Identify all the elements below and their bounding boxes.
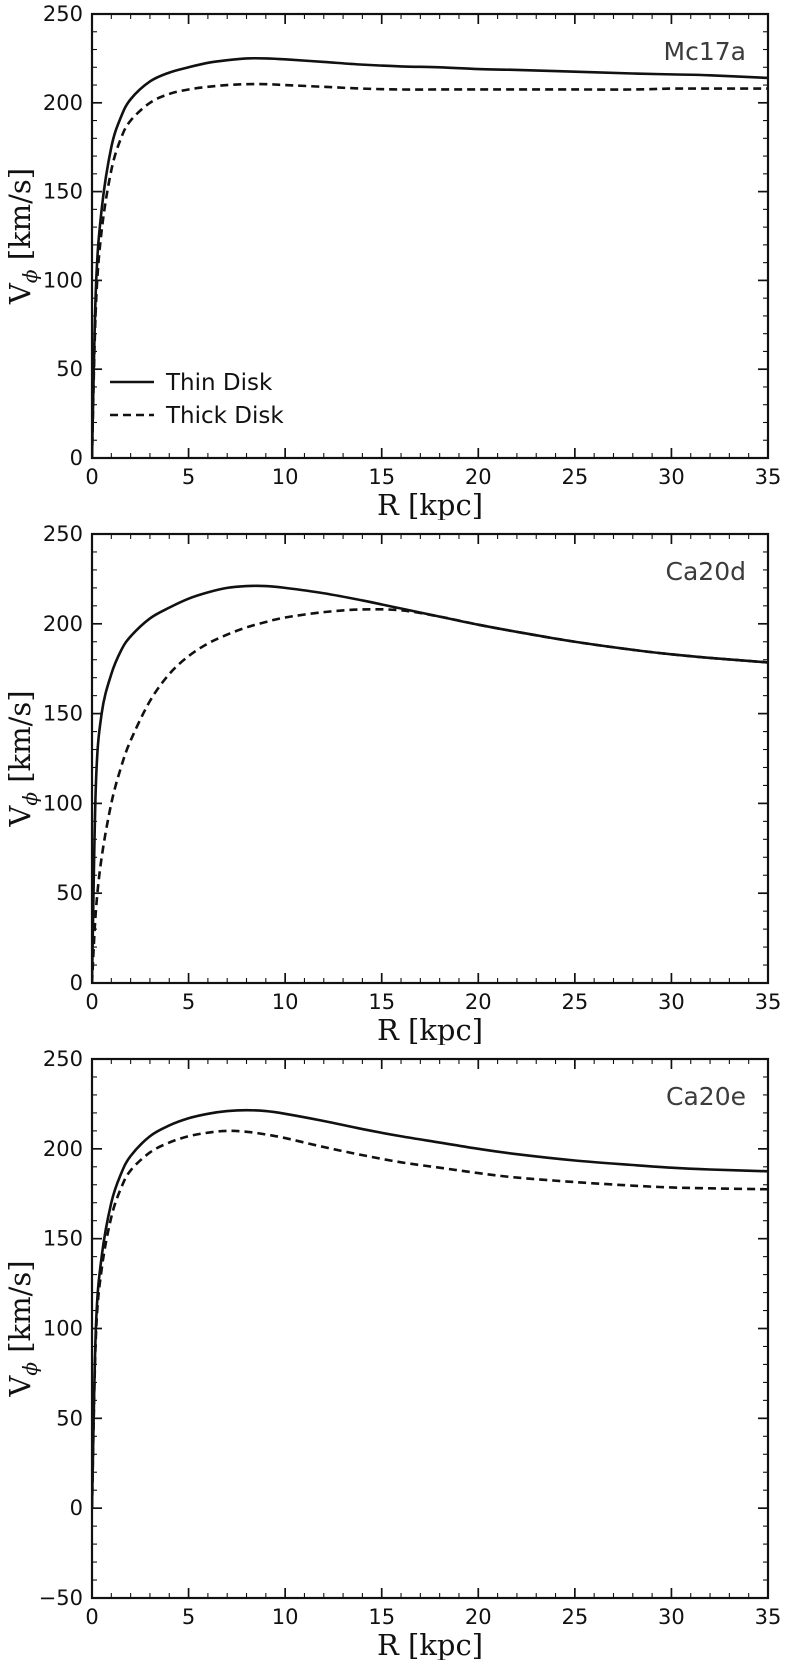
series-lines (92, 56, 768, 458)
y-tick-label: −50 (39, 1586, 83, 1610)
y-tick-label: 200 (43, 612, 83, 636)
y-tick-label: 50 (56, 881, 83, 905)
y-tick-label: 0 (70, 1496, 83, 1520)
x-tick-label: 30 (658, 465, 685, 489)
chart-svg: 0 5 10 15 20 25 30 35 0 50 100 150 200 250 R [kpc] Vϕ [… (0, 0, 794, 520)
series-thick-disk (92, 82, 768, 458)
legend-label: Thick Disk (165, 403, 284, 429)
y-axis-label: Vϕ [km/s] (3, 690, 42, 827)
chart-panel-mc17a: 0 5 10 15 20 25 30 35 0 50 100 150 200 250 R [kpc] Vϕ [… (0, 0, 794, 520)
x-tick-label: 35 (755, 990, 782, 1014)
plot-border (90, 532, 770, 985)
panel-title: Ca20d (666, 557, 746, 586)
x-tick-label: 15 (368, 465, 395, 489)
chart-panel-ca20d: 0 5 10 15 20 25 30 35 0 50 100 150 200 250 R [kpc] Vϕ [… (0, 520, 794, 1045)
x-tick-label: 5 (182, 1605, 195, 1629)
x-tick-label: 30 (658, 990, 685, 1014)
x-tick-label: 35 (755, 465, 782, 489)
x-axis-label: R [kpc] (377, 1013, 483, 1045)
x-tick-label: 15 (368, 990, 395, 1014)
panel-title: Mc17a (664, 37, 746, 66)
x-tick-label: 0 (85, 990, 98, 1014)
y-tick-label: 50 (56, 357, 83, 381)
y-tick-label: 100 (43, 1317, 83, 1341)
legend: Thin Disk Thick Disk (110, 370, 284, 429)
y-axis-label: Vϕ [km/s] (3, 168, 42, 305)
legend-label: Thin Disk (165, 370, 273, 396)
x-tick-label: 5 (182, 990, 195, 1014)
y-tick-label: 0 (70, 446, 83, 470)
x-tick-label: 20 (465, 990, 492, 1014)
y-tick-label: 250 (43, 522, 83, 546)
y-tick-label: 150 (43, 180, 83, 204)
plot-border (90, 1057, 770, 1600)
y-tick-label: 200 (43, 91, 83, 115)
x-tick-label: 0 (85, 1605, 98, 1629)
y-tick-label: 100 (43, 268, 83, 292)
y-tick-label: 0 (70, 971, 83, 995)
x-tick-label: 15 (368, 1605, 395, 1629)
x-tick-label: 20 (465, 1605, 492, 1629)
tick-labels: 0 5 10 15 20 25 30 35 0 50 100 150 200 250 (43, 522, 781, 1014)
series-lines (92, 1108, 768, 1509)
panel-title: Ca20e (666, 1082, 746, 1111)
x-tick-label: 30 (658, 1605, 685, 1629)
y-axis-label: Vϕ [km/s] (3, 1260, 42, 1397)
x-tick-label: 10 (272, 465, 299, 489)
panel-background (0, 0, 794, 520)
x-tick-label: 10 (272, 990, 299, 1014)
series-lines (92, 584, 768, 983)
y-tick-label: 200 (43, 1137, 83, 1161)
series-thick-disk (92, 1129, 768, 1509)
x-tick-label: 35 (755, 1605, 782, 1629)
x-tick-label: 0 (85, 465, 98, 489)
y-tick-label: 150 (43, 702, 83, 726)
panel-background (0, 1045, 794, 1660)
y-tick-label: 250 (43, 1047, 83, 1071)
y-tick-label: 50 (56, 1406, 83, 1430)
x-tick-label: 25 (561, 1605, 588, 1629)
series-thick-disk (92, 607, 768, 983)
x-axis-label: R [kpc] (377, 1628, 483, 1660)
y-tick-label: 100 (43, 791, 83, 815)
x-tick-label: 20 (465, 465, 492, 489)
plot-border (90, 12, 770, 460)
y-tick-label: 150 (43, 1227, 83, 1251)
x-axis-label: R [kpc] (377, 488, 483, 520)
x-tick-label: 10 (272, 1605, 299, 1629)
y-tick-label: 250 (43, 2, 83, 26)
tick-labels: 0 5 10 15 20 25 30 35 0 50 100 150 200 250 (43, 2, 781, 489)
panel-background (0, 520, 794, 1045)
x-tick-label: 25 (561, 990, 588, 1014)
series-thin-disk (92, 56, 768, 458)
x-tick-label: 5 (182, 465, 195, 489)
series-thin-disk (92, 1108, 768, 1509)
chart-panel-ca20e: 0 5 10 15 20 25 30 35 −50 0 50 100 150 200 250 R [kpc] V… (0, 1045, 794, 1660)
x-tick-label: 25 (561, 465, 588, 489)
chart-svg: 0 5 10 15 20 25 30 35 0 50 100 150 200 250 R [kpc] Vϕ [… (0, 520, 794, 1045)
